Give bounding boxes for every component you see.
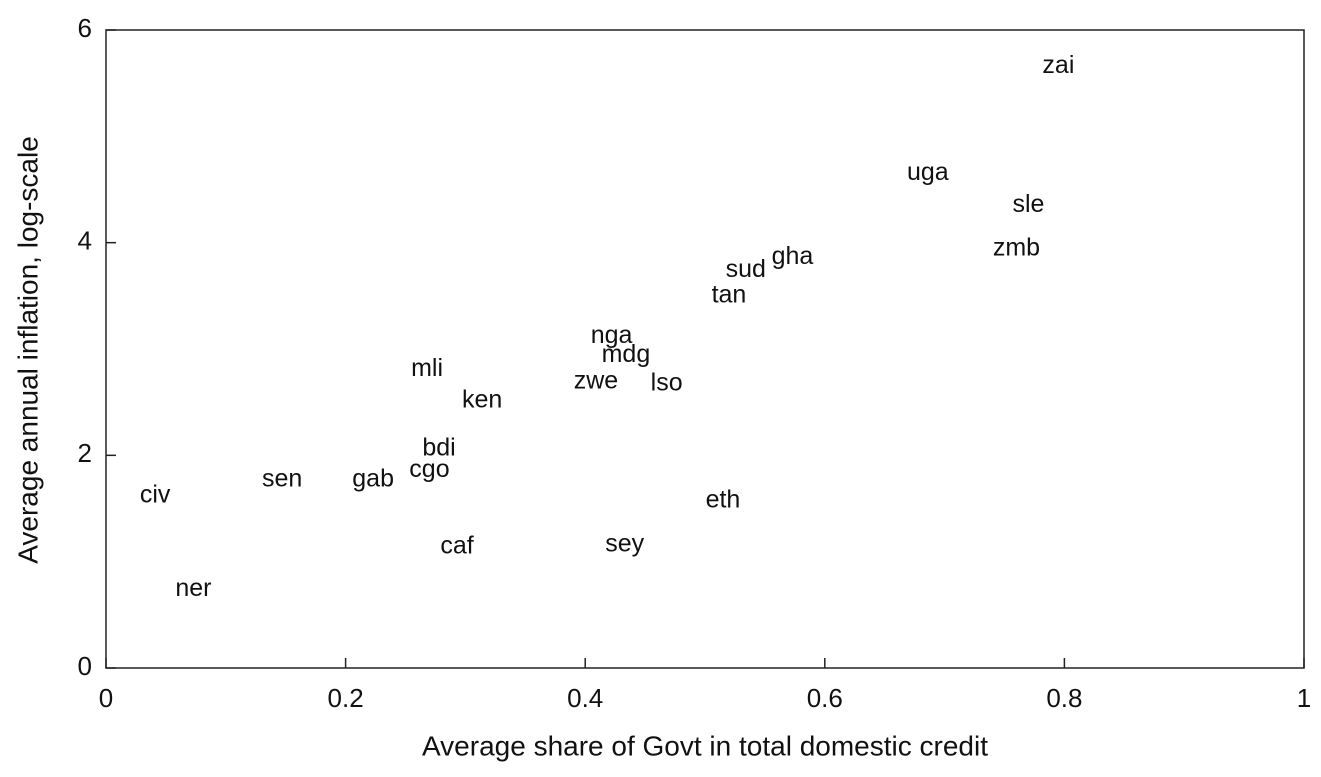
point-label: gha xyxy=(772,242,814,270)
point-label: gab xyxy=(352,464,394,492)
x-tick-label: 0.6 xyxy=(807,683,843,713)
point-label: ner xyxy=(175,574,211,602)
point-label: zai xyxy=(1042,51,1074,79)
point-label: sen xyxy=(262,464,302,492)
y-axis-label: Average annual inflation, log-scale xyxy=(12,136,43,564)
point-label: mli xyxy=(411,354,443,382)
x-tick-label: 0 xyxy=(99,683,113,713)
y-tick-label: 6 xyxy=(78,13,92,43)
point-label: tan xyxy=(712,280,747,308)
point-label: cgo xyxy=(409,455,449,483)
x-tick-label: 1 xyxy=(1297,683,1311,713)
y-tick-label: 2 xyxy=(78,438,92,468)
point-label: eth xyxy=(706,486,741,514)
point-label: caf xyxy=(440,531,473,559)
point-label: bdi xyxy=(422,434,455,462)
point-label: lso xyxy=(651,369,683,397)
x-tick-label: 0.2 xyxy=(328,683,364,713)
point-label: sey xyxy=(605,529,644,557)
plot-frame xyxy=(105,29,1305,669)
y-tick-label: 4 xyxy=(78,226,92,256)
y-tick-label: 0 xyxy=(78,651,92,681)
point-label: civ xyxy=(140,480,171,508)
x-tick-label: 0.8 xyxy=(1046,683,1082,713)
point-label: ken xyxy=(462,386,502,414)
point-label: sud xyxy=(726,255,766,283)
point-label: zwe xyxy=(574,367,618,395)
point-label: zmb xyxy=(993,234,1040,262)
point-label: uga xyxy=(907,158,949,186)
point-label: sle xyxy=(1012,190,1044,218)
x-axis-label: Average share of Govt in total domestic … xyxy=(422,730,988,761)
x-tick-label: 0.4 xyxy=(567,683,603,713)
point-label: mdg xyxy=(602,340,651,368)
point-label: nga xyxy=(591,321,633,349)
